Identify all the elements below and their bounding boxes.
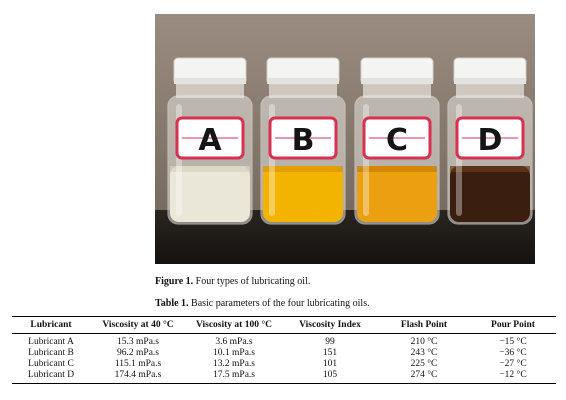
- liquid-surface: [170, 166, 250, 172]
- table-caption: Table 1. Basic parameters of the four lu…: [155, 298, 370, 309]
- bottle-c: C: [354, 57, 440, 225]
- table-row: Lubricant B 96.2 mPa.s 10.1 mPa.s 151 24…: [12, 348, 556, 359]
- bottle-letter: C: [386, 123, 408, 158]
- table-header-row: Lubricant Viscosity at 40 °C Viscosity a…: [12, 316, 556, 334]
- liquid-surface: [263, 166, 343, 172]
- bottle-neck: [176, 84, 244, 98]
- bottle-neck: [456, 84, 524, 98]
- cell-viscosity-40: 15.3 mPa.s: [117, 337, 159, 347]
- cell-lubricant: Lubricant C: [28, 359, 74, 369]
- cell-pour-point: −27 °C: [499, 359, 527, 369]
- lubricant-bottles-photo: A B C D: [155, 14, 535, 264]
- figure-label: Figure 1.: [155, 276, 194, 287]
- cell-viscosity-40: 96.2 mPa.s: [117, 348, 159, 358]
- parameters-table: Lubricant Viscosity at 40 °C Viscosity a…: [12, 316, 556, 384]
- cell-flash-point: 225 °C: [410, 359, 438, 369]
- cap-rim: [174, 78, 246, 84]
- bottle-liquid: [263, 166, 343, 222]
- table-caption-text: Basic parameters of the four lubricating…: [191, 298, 370, 309]
- figure-caption-text: Four types of lubricating oil.: [195, 276, 311, 287]
- bottle-letter: D: [478, 123, 503, 158]
- cell-viscosity-index: 99: [325, 337, 335, 347]
- bottle-neck: [269, 84, 337, 98]
- cap-rim: [361, 78, 433, 84]
- header-viscosity-100: Viscosity at 100 °C: [186, 316, 282, 334]
- bottle-letter: B: [292, 123, 315, 158]
- cell-viscosity-40: 115.1 mPa.s: [114, 359, 162, 369]
- cell-pour-point: −15 °C: [499, 337, 527, 347]
- header-lubricant: Lubricant: [12, 316, 90, 334]
- bottles-illustration: A B C D: [155, 14, 535, 264]
- cell-pour-point: −36 °C: [499, 348, 527, 358]
- bottle-d: D: [447, 57, 533, 225]
- cell-lubricant: Lubricant B: [28, 348, 74, 358]
- table-label: Table 1.: [155, 298, 189, 309]
- cell-viscosity-100: 3.6 mPa.s: [215, 337, 253, 347]
- cell-viscosity-40: 174.4 mPa.s: [90, 370, 186, 384]
- header-pour-point: Pour Point: [470, 316, 556, 334]
- figure-caption: Figure 1. Four types of lubricating oil.: [155, 276, 310, 287]
- table-row: Lubricant D 174.4 mPa.s 17.5 mPa.s 105 2…: [12, 370, 556, 384]
- cell-flash-point: 243 °C: [410, 348, 438, 358]
- bottle-liquid: [450, 166, 530, 222]
- bottle-a: A: [167, 57, 253, 225]
- cell-viscosity-100: 17.5 mPa.s: [186, 370, 282, 384]
- cell-lubricant: Lubricant D: [12, 370, 90, 384]
- cell-viscosity-index: 101: [322, 359, 338, 369]
- table-row: Lubricant C 115.1 mPa.s 13.2 mPa.s 101 2…: [12, 359, 556, 370]
- cell-lubricant: Lubricant A: [28, 337, 74, 347]
- bottle-liquid: [357, 166, 437, 222]
- header-viscosity-40: Viscosity at 40 °C: [90, 316, 186, 334]
- cell-flash-point: 210 °C: [410, 337, 438, 347]
- cell-viscosity-index: 105: [282, 370, 378, 384]
- cell-flash-point: 274 °C: [378, 370, 470, 384]
- cap-rim: [267, 78, 339, 84]
- header-viscosity-index: Viscosity Index: [282, 316, 378, 334]
- cap-rim: [454, 78, 526, 84]
- cell-pour-point: −12 °C: [470, 370, 556, 384]
- liquid-surface: [450, 166, 530, 172]
- bottle-liquid: [170, 166, 250, 222]
- header-flash-point: Flash Point: [378, 316, 470, 334]
- liquid-surface: [357, 166, 437, 172]
- cell-viscosity-100: 13.2 mPa.s: [213, 359, 255, 369]
- cell-viscosity-100: 10.1 mPa.s: [213, 348, 255, 358]
- bottle-b: B: [260, 57, 346, 225]
- bottle-neck: [363, 84, 431, 98]
- bottle-letter: A: [198, 123, 222, 158]
- table-row: Lubricant A 15.3 mPa.s 3.6 mPa.s 99 210 …: [12, 334, 556, 349]
- cell-viscosity-index: 151: [322, 348, 338, 358]
